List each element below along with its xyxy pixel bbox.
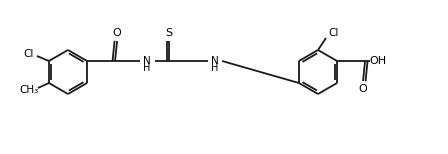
Text: N: N (211, 56, 219, 66)
Text: N: N (143, 56, 151, 66)
Text: Cl: Cl (24, 49, 34, 59)
Text: OH: OH (370, 56, 387, 66)
Text: H: H (143, 63, 151, 73)
Text: H: H (211, 63, 219, 73)
Text: Cl: Cl (329, 28, 339, 38)
Text: CH₃: CH₃ (19, 85, 39, 95)
Text: O: O (113, 28, 121, 38)
Text: O: O (359, 84, 367, 94)
Text: S: S (165, 28, 172, 38)
